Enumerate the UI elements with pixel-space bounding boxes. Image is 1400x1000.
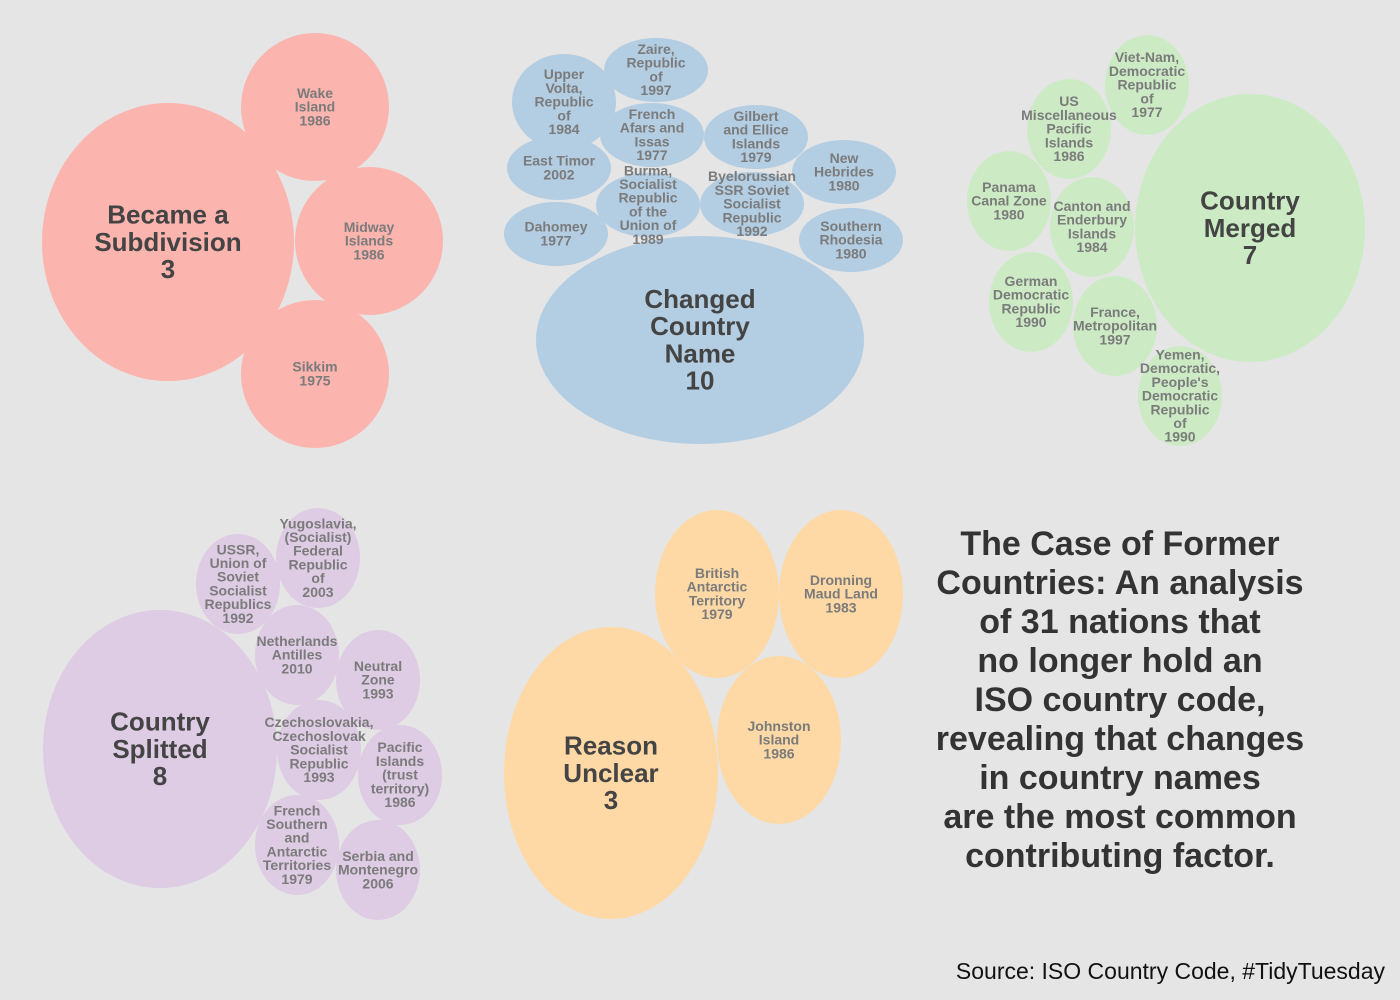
label-east-timor: East Timor 2002 — [523, 153, 596, 183]
bubble-yemen-democratic-people-s-democratic-republic-of — [1138, 346, 1222, 446]
bubble-new-hebrides — [792, 140, 896, 204]
label-zaire-republic-of: Zaire, Republic of 1997 — [626, 41, 685, 98]
bubble-german-democratic-republic — [989, 252, 1073, 352]
label-johnston-island: Johnston Island 1986 — [748, 718, 811, 761]
bubble-czechoslovakia-czechoslovak-socialist-republic — [277, 700, 361, 800]
bubble-us-miscellaneous-pacific-islands — [1027, 79, 1111, 179]
bubble-group-reason-unclear — [504, 627, 718, 919]
bubble-dahomey — [504, 202, 608, 266]
label-french-southern-and-antarctic-territories: French Southern and Antarctic Territories 197… — [263, 802, 331, 887]
bubble-france-metropolitan — [1073, 276, 1157, 376]
bubble-gilbert-and-ellice-islands — [704, 105, 808, 169]
label-dronning-maud-land: Dronning Maud Land 1983 — [804, 572, 878, 615]
bubble-serbia-and-montenegro — [336, 820, 420, 920]
bubble-burma-socialist-republic-of-the-union-of — [596, 173, 700, 237]
bubble-zaire-republic-of — [604, 38, 708, 102]
bubble-ussr-union-of-soviet-socialist-republics — [196, 534, 280, 634]
bubble-johnston-island — [717, 656, 841, 824]
label-neutral-zone: Neutral Zone 1993 — [354, 658, 402, 701]
bubble-panama-canal-zone — [967, 151, 1051, 251]
chart-caption: Source: ISO Country Code, #TidyTuesday — [955, 958, 1385, 984]
label-group-changed-country-name: Changed Country Name 10 — [644, 284, 755, 396]
label-southern-rhodesia: Southern Rhodesia 1980 — [819, 218, 882, 261]
bubble-byelorussian-ssr-soviet-socialist-republic — [700, 172, 804, 236]
label-dahomey: Dahomey 1977 — [524, 219, 587, 249]
label-us-miscellaneous-pacific-islands: US Miscellaneous Pacific Islands 1986 — [1021, 93, 1117, 164]
label-british-antarctic-territory: British Antarctic Territory 1979 — [687, 565, 748, 622]
label-yemen-democratic-people-s-democratic-republic-of: Yemen, Democratic, People's Democratic Repub… — [1140, 346, 1220, 444]
bubble-upper-volta-republic-of — [512, 54, 616, 150]
bubble-group-changed-country-name — [536, 236, 864, 444]
bubble-viet-nam-democratic-republic-of — [1105, 35, 1189, 135]
label-group-reason-unclear: Reason Unclear 3 — [563, 730, 658, 815]
bubble-dronning-maud-land — [779, 510, 903, 678]
label-midway-islands: Midway Islands 1986 — [344, 219, 395, 262]
label-byelorussian-ssr-soviet-socialist-republic: Byelorussian SSR Soviet Socialist Republic 1… — [708, 168, 796, 239]
label-group-became-a-subdivision: Became a Subdivision 3 — [94, 199, 241, 284]
bubble-yugoslavia-socialist-federal-republic-of — [276, 508, 360, 608]
label-yugoslavia-socialist-federal-republic-of: Yugoslavia, (Socialist) Federal Republic of 2… — [279, 515, 356, 600]
label-france-metropolitan: France, Metropolitan 1997 — [1073, 304, 1157, 347]
label-czechoslovakia-czechoslovak-socialist-republic: Czechoslovakia, Czechoslovak Socialist Repu… — [265, 714, 374, 785]
bubble-group-became-a-subdivision — [42, 103, 294, 381]
label-canton-and-enderbury-islands: Canton and Enderbury Islands 1984 — [1054, 198, 1131, 255]
bubble-east-timor — [507, 136, 611, 200]
label-french-afars-and-issas: French Afars and Issas 1977 — [620, 106, 685, 163]
label-netherlands-antilles: Netherlands Antilles 2010 — [257, 633, 338, 676]
bubble-sikkim — [241, 300, 389, 448]
bubble-southern-rhodesia — [799, 208, 903, 272]
bubble-group-country-merged — [1135, 94, 1365, 362]
label-new-hebrides: New Hebrides 1980 — [814, 150, 874, 193]
label-wake-island: Wake Island 1986 — [295, 85, 335, 128]
chart-title: The Case of Former Countries: An analysi… — [935, 525, 1305, 875]
bubble-canton-and-enderbury-islands — [1050, 177, 1134, 277]
label-serbia-and-montenegro: Serbia and Montenegro 2006 — [338, 848, 418, 891]
label-gilbert-and-ellice-islands: Gilbert and Ellice Islands 1979 — [723, 108, 789, 165]
label-upper-volta-republic-of: Upper Volta, Republic of 1984 — [534, 66, 593, 137]
bubble-wake-island — [241, 33, 389, 181]
label-burma-socialist-republic-of-the-union-of: Burma, Socialist Republic of the Union of 198… — [618, 162, 677, 247]
label-panama-canal-zone: Panama Canal Zone 1980 — [971, 179, 1047, 222]
label-viet-nam-democratic-republic-of: Viet-Nam, Democratic Republic of 1977 — [1109, 49, 1185, 120]
bubble-french-afars-and-issas — [600, 103, 704, 167]
bubble-neutral-zone — [336, 630, 420, 730]
label-german-democratic-republic: German Democratic Republic 1990 — [993, 273, 1069, 330]
bubble-midway-islands — [295, 167, 443, 315]
bubble-group-country-splitted — [43, 610, 277, 888]
bubble-pacific-islands-trust-territory — [358, 725, 442, 825]
label-sikkim: Sikkim 1975 — [292, 359, 337, 389]
label-pacific-islands-trust-territory: Pacific Islands (trust territory) 1986 — [371, 739, 429, 810]
label-ussr-union-of-soviet-socialist-republics: USSR, Union of Soviet Socialist Republics 199… — [205, 541, 272, 626]
bubble-british-antarctic-territory — [655, 510, 779, 678]
bubble-french-southern-and-antarctic-territories — [255, 795, 339, 895]
label-group-country-merged: Country Merged 7 — [1200, 185, 1300, 270]
label-group-country-splitted: Country Splitted 8 — [110, 706, 210, 791]
bubble-netherlands-antilles — [255, 605, 339, 705]
